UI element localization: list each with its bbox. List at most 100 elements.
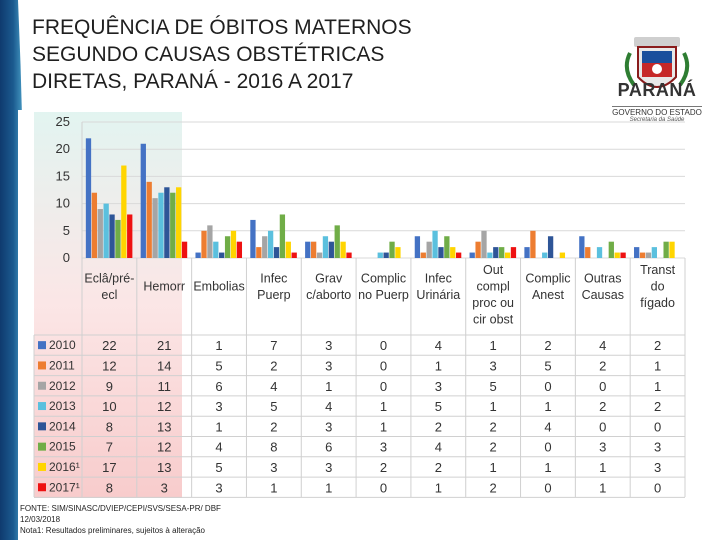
y-tick-label: 25	[56, 114, 70, 129]
table-value: 10	[102, 399, 116, 414]
bar-2013-9	[596, 247, 603, 258]
bar-2010-8	[524, 247, 530, 258]
category-label: Grav	[315, 271, 343, 285]
table-value: 13	[157, 419, 171, 434]
category-label: Causas	[582, 288, 624, 302]
category-label: do	[651, 280, 665, 294]
bar-2013-10	[651, 247, 657, 258]
footer-date: 12/03/2018	[20, 515, 61, 524]
bar-2013-4	[322, 236, 329, 258]
bar-2011-9	[585, 247, 591, 258]
category-label: Infec	[425, 271, 452, 285]
y-tick-label: 5	[63, 223, 70, 238]
category-label: Complic	[361, 271, 406, 285]
bar-2014-5	[383, 252, 389, 258]
bar-2015-3	[279, 214, 286, 258]
bar-2016-10	[669, 241, 675, 258]
bar-2016-9	[614, 252, 620, 258]
bar-2015-0	[115, 219, 121, 258]
bar-2014-0	[109, 214, 115, 258]
bar-2016-1	[176, 187, 182, 258]
table-value: 4	[215, 440, 222, 455]
category-label: no Puerp	[358, 288, 409, 302]
table-value: 4	[270, 379, 277, 394]
slide-title: FREQUÊNCIA DE ÓBITOS MATERNOS SEGUNDO CA…	[32, 14, 572, 95]
bar-2011-1	[146, 181, 152, 258]
bar-2011-10	[639, 252, 646, 258]
bar-2016-4	[340, 241, 346, 258]
bar-2014-7	[493, 247, 499, 258]
category-label: compl	[476, 280, 509, 294]
table-value: 0	[544, 480, 551, 495]
footer-note: Nota1: Resultados preliminares, sujeitos…	[20, 526, 205, 535]
legend-key-2015	[38, 442, 46, 451]
table-value: 3	[325, 460, 332, 475]
table-value: 6	[215, 379, 222, 394]
bar-2015-7	[499, 247, 505, 258]
legend-label-2013: 2013	[49, 399, 76, 413]
table-value: 1	[544, 399, 551, 414]
bar-2011-4	[311, 241, 317, 258]
category-label: Eclâ/pré-	[84, 271, 134, 285]
category-label: fígado	[640, 296, 675, 310]
table-value: 12	[157, 399, 171, 414]
bar-2013-1	[158, 192, 164, 258]
bar-2015-9	[608, 241, 614, 258]
legend-label-2010: 2010	[49, 338, 76, 352]
bar-2017-4	[346, 252, 352, 258]
table-value: 4	[544, 419, 551, 434]
table-value: 4	[435, 338, 442, 353]
legend-label-2011: 2011	[49, 358, 75, 372]
table-value: 2	[380, 460, 387, 475]
table-value: 5	[215, 460, 222, 475]
bar-2015-2	[224, 236, 231, 258]
table-value: 0	[599, 419, 606, 434]
logo-department: Secretaria da Saúde	[629, 117, 685, 123]
table-value: 3	[380, 440, 387, 455]
y-tick-label: 10	[56, 196, 70, 211]
table-value: 3	[325, 338, 332, 353]
table-value: 1	[325, 480, 332, 495]
bar-2014-4	[328, 241, 334, 258]
table-value: 12	[102, 358, 116, 373]
table-value: 2	[270, 358, 277, 373]
parana-coat-of-arms-logo	[624, 37, 690, 88]
table-value: 1	[380, 419, 387, 434]
table-value: 11	[157, 379, 171, 394]
table-value: 0	[654, 419, 661, 434]
bar-2010-3	[250, 219, 256, 258]
table-value: 22	[102, 338, 116, 353]
table-value: 0	[544, 440, 551, 455]
bar-2012-1	[152, 198, 158, 258]
bar-2016-8	[559, 252, 566, 258]
category-label: c/aborto	[306, 288, 351, 302]
legend-key-2013	[38, 402, 46, 411]
logo-government: GOVERNO DO ESTADO	[612, 106, 702, 117]
category-label: ecl	[101, 288, 117, 302]
bar-2010-10	[634, 247, 640, 258]
table-value: 3	[325, 358, 332, 373]
table-value: 5	[544, 358, 551, 373]
bar-2010-1	[140, 143, 146, 258]
table-value: 3	[215, 399, 222, 414]
bar-2017-2	[236, 241, 243, 258]
table-value: 12	[157, 440, 171, 455]
footer-source: FONTE: SIM/SINASC/DVIEP/CEPI/SVS/SESA-PR…	[20, 504, 221, 513]
table-value: 3	[654, 440, 661, 455]
category-label: Complic	[525, 271, 570, 285]
table-value: 2	[490, 440, 497, 455]
bar-2014-6	[438, 247, 444, 258]
legend-label-2012: 2012	[49, 379, 76, 393]
table-value: 2	[654, 338, 661, 353]
legend-label-2014: 2014	[49, 419, 76, 433]
bar-2017-6	[455, 252, 462, 258]
bar-2014-8	[547, 236, 554, 258]
category-label: Anest	[532, 288, 564, 302]
bar-2011-8	[530, 230, 536, 258]
bar-2010-9	[579, 236, 585, 258]
bar-2017-7	[510, 247, 517, 258]
table-value: 0	[380, 338, 387, 353]
bar-2012-6	[426, 241, 432, 258]
category-label: proc ou	[472, 296, 514, 310]
table-value: 0	[380, 480, 387, 495]
